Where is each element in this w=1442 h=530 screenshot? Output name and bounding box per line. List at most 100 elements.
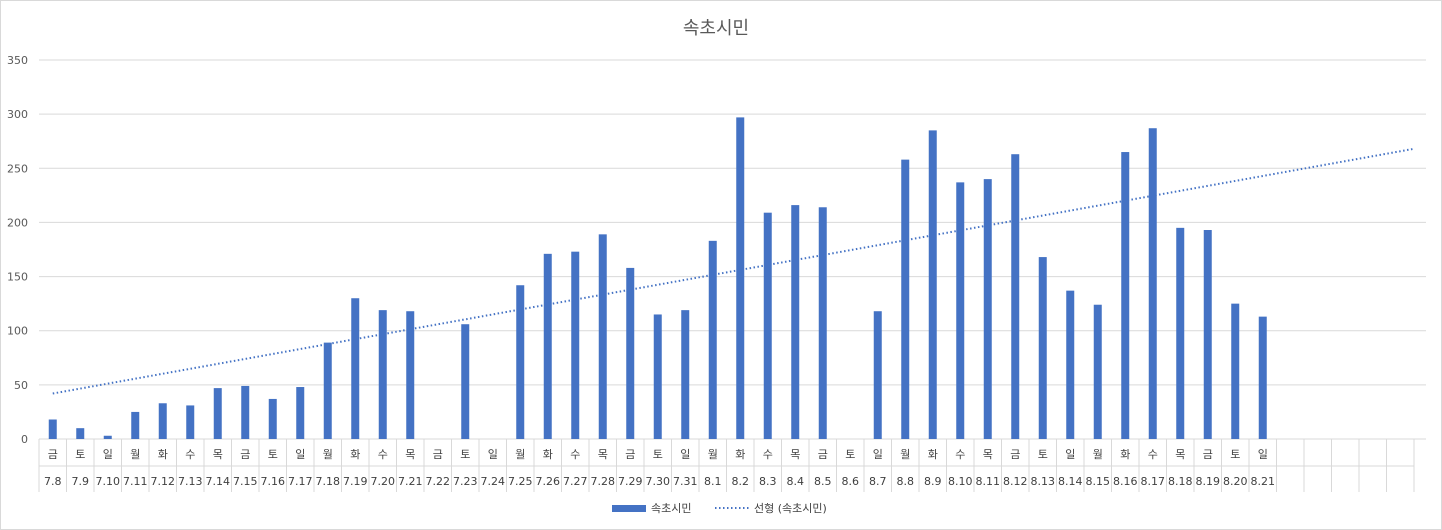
- date-label: 8.21: [1251, 475, 1276, 488]
- weekday-label: 수: [955, 448, 965, 461]
- date-label: 8.19: [1196, 475, 1221, 488]
- weekday-label: 일: [1258, 447, 1268, 461]
- date-label: 7.26: [536, 475, 561, 488]
- weekday-label: 일: [488, 447, 498, 461]
- y-tick-label: 0: [21, 433, 28, 446]
- weekday-label: 금: [625, 448, 635, 461]
- date-label: 7.16: [261, 475, 286, 488]
- date-label: 7.27: [563, 475, 588, 488]
- bar: [351, 298, 360, 439]
- date-label: 7.29: [618, 475, 643, 488]
- weekday-label: 화: [1120, 448, 1130, 461]
- bar: [543, 253, 552, 439]
- date-label: 8.20: [1223, 475, 1248, 488]
- weekday-label: 월: [708, 448, 718, 461]
- bar: [378, 310, 387, 439]
- weekday-label: 월: [900, 448, 910, 461]
- date-label: 7.23: [453, 475, 478, 488]
- bar: [901, 159, 910, 439]
- weekday-label: 월: [323, 448, 333, 461]
- bar: [1066, 290, 1075, 439]
- weekday-label: 화: [350, 448, 360, 461]
- weekday-label: 수: [1148, 448, 1158, 461]
- weekday-label: 금: [1010, 448, 1020, 461]
- bar: [406, 311, 415, 439]
- bar: [268, 398, 277, 439]
- weekday-label: 화: [158, 448, 168, 461]
- weekday-label: 수: [570, 448, 580, 461]
- bar: [956, 182, 965, 439]
- bar: [103, 435, 112, 439]
- date-label: 8.12: [1003, 475, 1028, 488]
- bar: [873, 311, 882, 439]
- bar: [763, 212, 772, 439]
- weekday-label: 금: [48, 448, 58, 461]
- bar: [1176, 227, 1185, 439]
- date-label: 7.21: [398, 475, 423, 488]
- weekday-label: 목: [405, 448, 415, 461]
- weekday-label: 월: [515, 448, 525, 461]
- bar: [48, 419, 57, 439]
- weekday-label: 토: [653, 448, 663, 461]
- date-label: 7.18: [316, 475, 341, 488]
- chart-title: 속초시민: [683, 18, 749, 39]
- date-label: 8.17: [1141, 475, 1166, 488]
- date-label: 8.18: [1168, 475, 1193, 488]
- legend-label-bar: 속초시민: [651, 502, 691, 515]
- date-label: 7.24: [481, 475, 506, 488]
- bar: [131, 411, 140, 439]
- bar: [653, 314, 662, 439]
- weekday-label: 화: [928, 448, 938, 461]
- weekday-label: 일: [1065, 447, 1075, 461]
- trendline-layer: [52, 147, 1415, 395]
- bar: [1231, 303, 1240, 439]
- weekday-label: 일: [103, 447, 113, 461]
- date-label: 8.3: [759, 475, 777, 488]
- bars: [48, 117, 1267, 440]
- bar: [1011, 154, 1020, 440]
- bar: [708, 240, 717, 439]
- date-label: 7.20: [371, 475, 396, 488]
- y-tick-label: 100: [7, 325, 28, 338]
- legend: 속초시민 선형 (속초시민): [612, 502, 827, 515]
- bar: [571, 251, 580, 439]
- bar: [1148, 128, 1157, 439]
- bar: [186, 405, 195, 439]
- weekday-label: 일: [873, 447, 883, 461]
- bar: [1093, 304, 1102, 439]
- date-label: 8.9: [924, 475, 942, 488]
- weekday-label: 목: [983, 448, 993, 461]
- date-label: 7.25: [508, 475, 533, 488]
- date-label: 8.13: [1031, 475, 1056, 488]
- date-label: 7.9: [72, 475, 90, 488]
- date-label: 8.4: [787, 475, 805, 488]
- date-label: 8.7: [869, 475, 887, 488]
- weekday-label: 수: [185, 448, 195, 461]
- bar: [681, 310, 690, 439]
- weekday-label: 일: [680, 447, 690, 461]
- weekday-label: 토: [75, 448, 85, 461]
- bar: [241, 385, 250, 439]
- weekday-label: 화: [735, 448, 745, 461]
- bar: [1258, 316, 1267, 439]
- weekday-label: 토: [268, 448, 278, 461]
- bar: [983, 179, 992, 439]
- legend-swatch-bar: [612, 505, 646, 512]
- date-label: 7.22: [426, 475, 451, 488]
- weekday-label: 목: [213, 448, 223, 461]
- date-label: 8.2: [732, 475, 750, 488]
- bar: [76, 428, 85, 439]
- date-label: 7.30: [646, 475, 671, 488]
- y-tick-label: 300: [7, 108, 28, 121]
- weekday-label: 금: [240, 448, 250, 461]
- date-label: 7.13: [178, 475, 203, 488]
- date-label: 8.1: [704, 475, 722, 488]
- date-label: 8.11: [976, 475, 1001, 488]
- weekday-label: 토: [1038, 448, 1048, 461]
- weekday-label: 금: [433, 448, 443, 461]
- weekday-label: 목: [790, 448, 800, 461]
- bar: [158, 403, 167, 439]
- weekday-label: 토: [460, 448, 470, 461]
